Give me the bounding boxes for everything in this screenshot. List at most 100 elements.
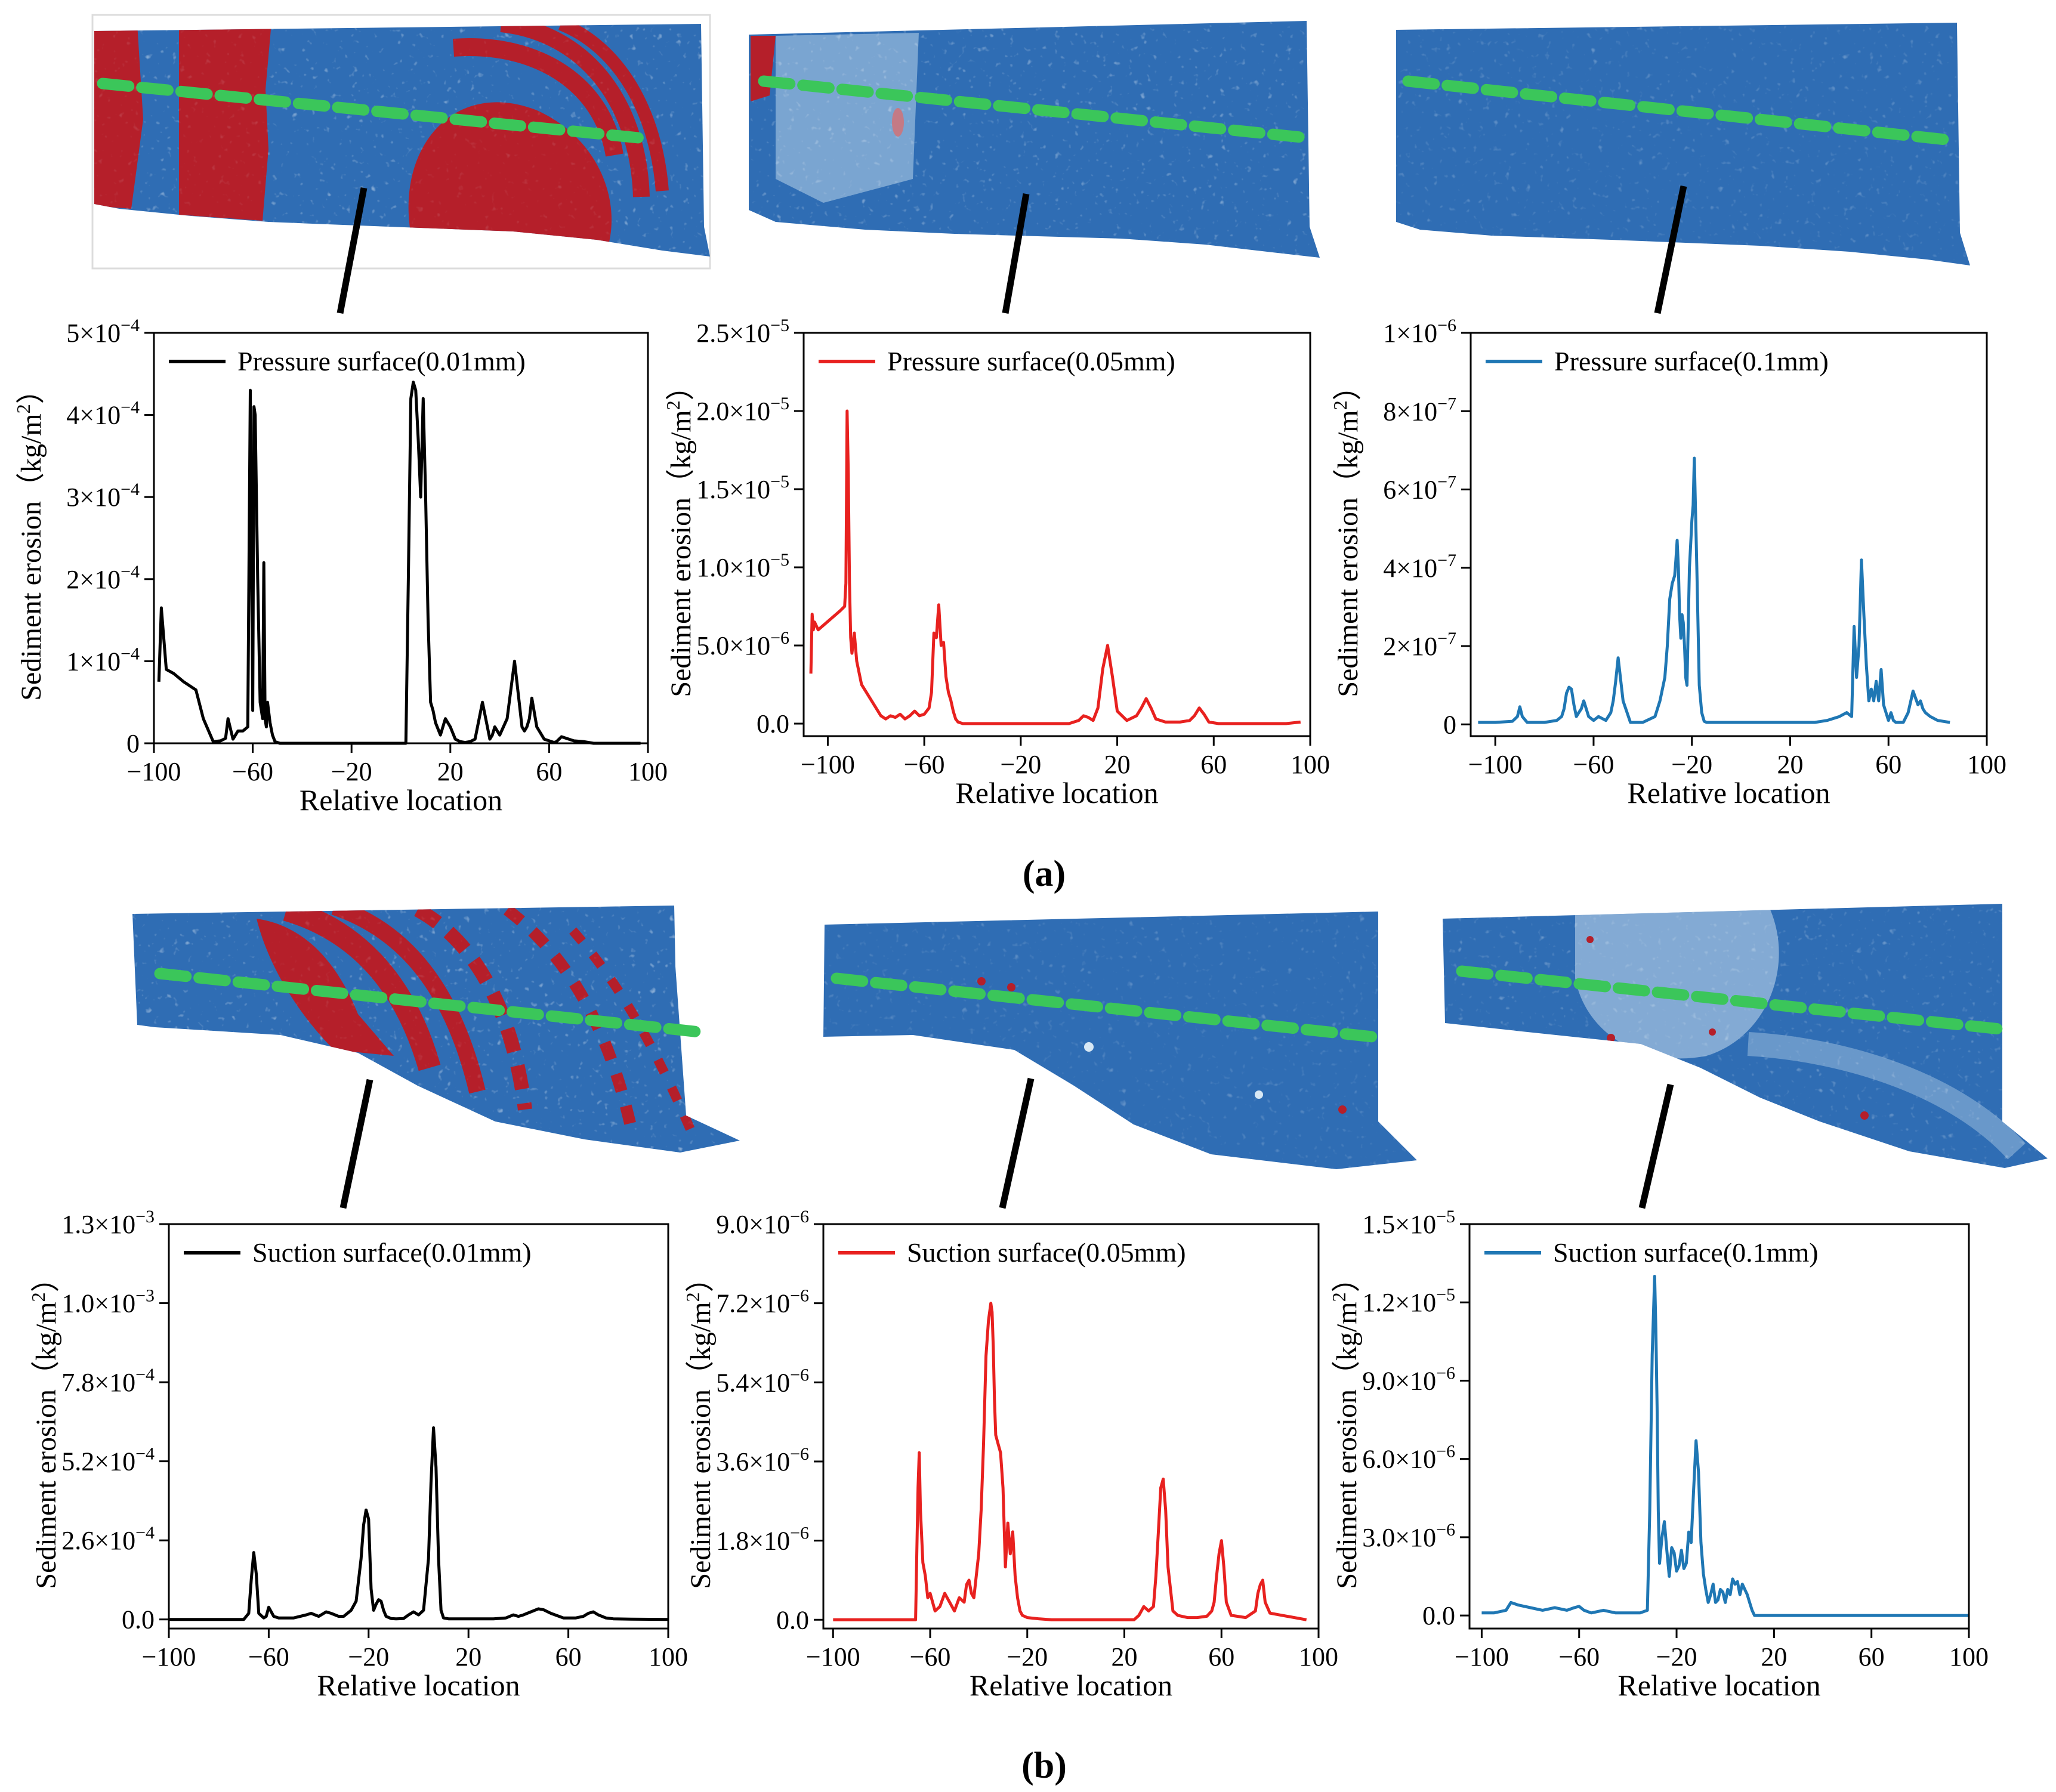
chart-suction-0.1mm: −100 −60 −20 20 60 100 0.0 3.0×10−6 6.0×10−6 9.0×… — [1328, 1207, 1989, 1702]
x-tick-label: −20 — [1007, 1642, 1048, 1671]
plot-frame — [153, 332, 649, 744]
x-axis-title: Relative location — [970, 1669, 1172, 1702]
x-tick-label: −100 — [1455, 1642, 1509, 1671]
plot-frame — [1468, 1223, 1970, 1630]
x-tick-label: 60 — [1875, 750, 1901, 779]
legend-label: Suction surface(0.05mm) — [907, 1237, 1186, 1268]
erosion-spot — [977, 977, 986, 985]
y-tick-label: 1.8×10−6 — [716, 1524, 809, 1556]
legend-label: Pressure surface(0.01mm) — [237, 346, 526, 376]
plot-frame — [802, 332, 1311, 737]
y-tick-label: 1.0×10−5 — [696, 550, 789, 582]
erosion-spot — [1607, 1034, 1615, 1042]
erosion-spot — [1007, 983, 1015, 991]
x-tick-label: −60 — [1558, 1642, 1600, 1671]
x-axis-title: Relative location — [317, 1669, 520, 1702]
erosion-spot — [1709, 1028, 1716, 1036]
plot-frame — [168, 1223, 669, 1630]
x-tick-label: 60 — [1208, 1642, 1234, 1671]
y-tick-label: 2×10−4 — [66, 562, 140, 594]
x-tick-label: −20 — [1000, 750, 1041, 779]
x-tick-label: −60 — [904, 750, 945, 779]
x-tick-label: 100 — [1299, 1642, 1338, 1671]
y-tick-label: 2×10−7 — [1383, 629, 1456, 661]
blade-frame — [91, 14, 711, 270]
sampling-path — [97, 78, 650, 144]
y-tick-label: 6.0×10−6 — [1362, 1442, 1455, 1474]
legend-label: Suction surface(0.1mm) — [1553, 1237, 1819, 1268]
series-line — [809, 409, 1301, 725]
legend-label: Pressure surface(0.1mm) — [1554, 346, 1829, 376]
sampling-path — [1456, 965, 2006, 1035]
x-tick-label: 100 — [1291, 750, 1330, 779]
y-tick-label: 1×10−6 — [1383, 316, 1456, 348]
chart-pressure-0.05mm: −100 −60 −20 20 60 100 0.0 5.0×10−6 1.0×10−5 1.5×… — [662, 316, 1330, 810]
y-tick-label: 7.8×10−4 — [61, 1365, 155, 1397]
x-tick-label: 20 — [437, 757, 464, 786]
x-tick-label: 20 — [1761, 1642, 1787, 1671]
x-tick-label: 20 — [1104, 750, 1131, 779]
x-tick-label: 20 — [1112, 1642, 1138, 1671]
x-tick-label: −20 — [1656, 1642, 1697, 1671]
chart-pressure-0.01mm: −100 −60 −20 20 60 100 0 1×10−4 2×10−4 3×10−4 4×10… — [13, 316, 668, 817]
x-tick-label: 60 — [555, 1642, 582, 1671]
light-region — [776, 33, 919, 203]
x-tick-label: −100 — [801, 750, 855, 779]
y-tick-label: 1×10−4 — [66, 644, 140, 676]
blade-noise — [823, 912, 1417, 1169]
y-axis-title: Sediment erosion（kg/m2） — [27, 1263, 62, 1589]
y-tick-label: 1.3×10−3 — [61, 1207, 155, 1239]
light-region — [1575, 907, 1779, 1059]
x-tick-label: −100 — [142, 1642, 196, 1671]
x-tick-label: −60 — [910, 1642, 951, 1671]
blade-noise — [94, 24, 710, 257]
y-axis-title: Sediment erosion（kg/m2） — [13, 375, 47, 700]
chart-suction-0.05mm: −100 −60 −20 20 60 100 0.0 1.8×10−6 3.6×10−6 5.4×… — [682, 1207, 1338, 1702]
blade-map-pressure-0-1mm — [1396, 23, 1970, 265]
x-tick-label: −20 — [331, 757, 372, 786]
blade-map-suction-0-05mm — [823, 912, 1417, 1169]
x-axis-title: Relative location — [955, 776, 1158, 810]
leader-line — [1638, 1083, 1674, 1209]
series-line — [833, 1302, 1307, 1621]
erosion-spot — [1338, 1105, 1347, 1114]
series-line — [1481, 1275, 1969, 1617]
y-tick-label: 5.2×10−4 — [61, 1444, 155, 1476]
y-tick-label: 5.0×10−6 — [696, 628, 789, 660]
sampling-path — [758, 75, 1307, 143]
chart-pressure-0.1mm: −100 −60 −20 20 60 100 0 2×10−7 4×10−7 6×10−7 8×10… — [1329, 316, 2006, 810]
y-axis-title: Sediment erosion（kg/m2） — [682, 1263, 717, 1589]
x-axis-title: Relative location — [1617, 1669, 1820, 1702]
chart-suction-0.01mm: −100 −60 −20 20 60 100 0.0 2.6×10−4 5.2×10−4 7.8×… — [27, 1207, 688, 1702]
x-tick-label: −20 — [1671, 750, 1712, 779]
y-tick-label: 7.2×10−6 — [716, 1286, 809, 1318]
sampling-path — [1402, 75, 1957, 146]
plot-frame — [1470, 332, 1988, 737]
leader-line — [1002, 193, 1030, 314]
x-tick-label: −60 — [248, 1642, 289, 1671]
blade-map-suction-0-1mm — [1443, 904, 2048, 1168]
y-axis-title: Sediment erosion（kg/m2） — [1328, 1263, 1363, 1589]
y-tick-label: 4×10−4 — [66, 398, 140, 430]
y-tick-label: 5.4×10−6 — [716, 1365, 809, 1397]
x-tick-label: 60 — [1859, 1642, 1885, 1671]
light-spot — [1084, 1042, 1094, 1052]
series-line — [169, 1426, 669, 1621]
y-tick-label: 3.6×10−6 — [716, 1444, 809, 1476]
y-axis-title: Sediment erosion（kg/m2） — [662, 372, 697, 697]
y-tick-label: 9.0×10−6 — [716, 1207, 809, 1239]
y-tick-label: 2.5×10−5 — [696, 316, 789, 348]
x-tick-label: −60 — [1573, 750, 1614, 779]
erosion-spot — [892, 108, 904, 137]
x-tick-label: 20 — [1777, 750, 1803, 779]
x-tick-label: 60 — [536, 757, 562, 786]
y-tick-label: 1.5×10−5 — [1362, 1207, 1455, 1239]
x-tick-label: 60 — [1200, 750, 1227, 779]
x-axis-title: Relative location — [300, 783, 502, 817]
erosion-spot — [1586, 936, 1594, 943]
series-line — [157, 381, 641, 745]
plot-frame — [822, 1223, 1320, 1630]
y-tick-label: 1.5×10−5 — [696, 472, 789, 504]
